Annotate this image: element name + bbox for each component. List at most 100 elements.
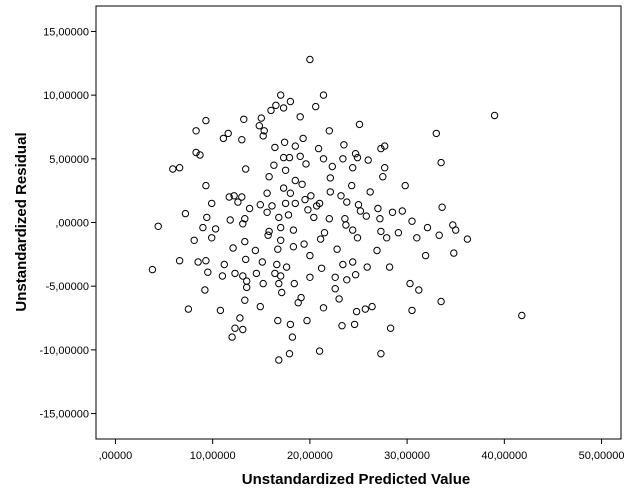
data-point: [239, 220, 247, 228]
data-point: [349, 258, 357, 266]
data-point: [280, 138, 289, 147]
data-point: [291, 142, 299, 150]
data-points: [148, 55, 526, 364]
data-point: [342, 221, 350, 229]
data-point: [361, 305, 369, 313]
data-point: [192, 127, 200, 135]
data-point: [274, 245, 282, 253]
data-point: [273, 260, 281, 269]
data-point: [196, 151, 204, 159]
data-point: [275, 279, 283, 288]
data-point: [343, 198, 351, 206]
data-point: [181, 209, 190, 218]
data-point: [256, 201, 264, 209]
data-point: [274, 316, 282, 325]
y-tick-label: -10,00000: [39, 345, 89, 357]
data-point: [270, 161, 278, 169]
data-point: [260, 127, 268, 135]
data-point: [169, 165, 177, 173]
data-point: [285, 153, 294, 162]
data-point: [201, 286, 209, 294]
data-point: [277, 91, 285, 99]
data-point: [194, 258, 202, 266]
data-point: [175, 257, 184, 265]
data-point: [251, 246, 260, 255]
data-point: [349, 226, 357, 234]
data-point: [339, 260, 347, 269]
data-point: [376, 215, 384, 223]
data-point: [258, 258, 266, 266]
data-point: [264, 231, 272, 239]
data-point: [257, 114, 265, 122]
data-point: [432, 129, 440, 138]
data-point: [307, 192, 315, 200]
data-point: [326, 188, 334, 196]
data-point: [234, 198, 242, 206]
data-point: [281, 199, 290, 208]
data-point: [154, 222, 162, 231]
data-point: [241, 237, 249, 246]
data-point: [263, 208, 271, 217]
data-point: [438, 203, 446, 211]
data-point: [386, 324, 395, 332]
data-point: [277, 223, 285, 232]
data-point: [325, 127, 333, 135]
data-point: [286, 189, 295, 197]
data-point: [220, 260, 229, 269]
data-point: [463, 235, 472, 243]
data-point: [231, 269, 239, 278]
data-point: [385, 263, 394, 271]
data-point: [230, 192, 238, 200]
data-point: [319, 304, 328, 312]
data-point: [241, 215, 249, 223]
data-point: [296, 113, 304, 121]
data-point: [272, 101, 280, 110]
y-tick-label: -5,00000: [46, 281, 89, 293]
data-point: [148, 265, 157, 274]
data-point: [241, 296, 249, 304]
y-axis-title: Unstandardized Residual: [13, 132, 30, 311]
data-point: [252, 269, 261, 278]
data-point: [364, 156, 372, 164]
data-point: [265, 227, 273, 236]
data-point: [349, 164, 357, 172]
data-point: [282, 263, 291, 271]
data-point: [379, 173, 387, 181]
data-point: [231, 324, 239, 332]
data-point: [406, 279, 414, 288]
data-point: [381, 164, 389, 172]
data-point: [313, 202, 321, 210]
data-point: [353, 234, 362, 242]
data-point: [338, 322, 346, 330]
x-axis: ,00000 10,00000 20,00000 30,00000 40,00000 50…: [99, 439, 625, 462]
data-point: [377, 227, 385, 236]
data-point: [437, 297, 445, 306]
x-tick-label: 10,00000: [190, 450, 236, 462]
data-point: [236, 314, 244, 322]
data-point: [314, 144, 323, 153]
data-point: [377, 350, 385, 358]
data-point: [304, 206, 312, 214]
data-point: [219, 134, 228, 143]
data-point: [312, 102, 320, 111]
data-point: [288, 333, 297, 341]
data-point: [319, 155, 328, 163]
data-point: [202, 257, 210, 265]
y-tick-label: ,00000: [55, 218, 89, 230]
data-point: [413, 234, 421, 242]
data-point: [271, 143, 279, 152]
data-point: [374, 204, 382, 213]
data-point: [401, 181, 409, 190]
data-point: [240, 115, 248, 124]
data-point: [363, 263, 371, 271]
data-point: [268, 202, 276, 210]
data-point: [290, 279, 298, 288]
data-point: [190, 236, 198, 245]
data-point: [490, 111, 499, 120]
data-point: [202, 181, 210, 190]
data-point: [348, 181, 356, 190]
data-point: [450, 249, 458, 257]
data-point: [351, 271, 360, 279]
data-point: [192, 148, 200, 157]
